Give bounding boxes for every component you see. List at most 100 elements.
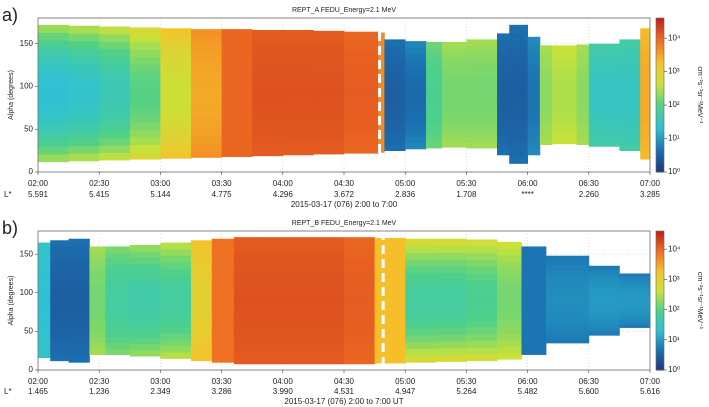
flux-cell (497, 307, 522, 314)
colorbar-slice (656, 351, 664, 355)
flux-cell (539, 111, 553, 118)
flux-cell (89, 288, 106, 295)
colorbar-slice (656, 302, 664, 306)
colorbar-slice (656, 247, 664, 251)
flux-cell (384, 88, 406, 96)
colorbar-tick-label: 10² (668, 305, 680, 314)
flux-cell (105, 270, 131, 277)
flux-cell (405, 130, 427, 138)
flux-cell (252, 120, 284, 129)
flux-cell (99, 152, 131, 161)
flux-cell (588, 327, 620, 332)
flux-cell (466, 129, 498, 137)
flux-cell (426, 112, 443, 119)
flux-cell (129, 269, 161, 277)
lstar-label: 2.836 (395, 190, 416, 199)
flux-cell (521, 264, 547, 271)
flux-cell (441, 82, 467, 90)
flux-cell (89, 276, 106, 283)
flux-cell (466, 69, 498, 77)
flux-cell (105, 294, 131, 301)
flux-cell (105, 330, 131, 337)
flux-cell (552, 89, 577, 95)
flux-cell (588, 288, 620, 294)
flux-cell (129, 56, 161, 65)
flux-cell (211, 252, 235, 260)
flux-cell (588, 83, 620, 90)
colorbar-slice (656, 66, 664, 70)
colorbar-slice (656, 107, 664, 111)
flux-cell (129, 49, 161, 58)
flux-cell (211, 300, 235, 308)
flux-cell (466, 313, 498, 321)
flux-cell (313, 293, 345, 301)
flux-cell (344, 72, 379, 80)
flux-cell (545, 255, 590, 261)
flux-cell (191, 128, 222, 137)
colorbar-slice (656, 258, 664, 262)
flux-cell (38, 306, 51, 314)
flux-cell (527, 49, 541, 57)
colorbar-slice (656, 339, 664, 343)
flux-cell (38, 85, 69, 94)
flux-cell (497, 87, 510, 95)
flux-cell (68, 300, 90, 308)
flux-cell (105, 324, 131, 331)
flux-cell (191, 320, 213, 328)
flux-cell (313, 286, 345, 294)
colorbar-slice (656, 164, 664, 168)
flux-cell (68, 70, 100, 79)
flux-cell (466, 135, 498, 143)
flux-cell (426, 100, 443, 108)
flux-cell (129, 275, 161, 283)
colorbar-slice (656, 242, 664, 246)
colorbar-slice (656, 346, 664, 350)
flux-cell (378, 139, 385, 147)
colorbar-slice (656, 138, 664, 142)
flux-cell (129, 144, 161, 153)
flux-cell (50, 307, 69, 315)
colorbar-slice (656, 41, 664, 45)
flux-cell (160, 42, 192, 51)
flux-cell (38, 93, 69, 102)
flux-cell (38, 24, 69, 33)
flux-cell (191, 86, 222, 94)
flux-cell (619, 300, 651, 304)
flux-cell (160, 151, 192, 159)
flux-cell (233, 265, 259, 273)
colorbar-slice (656, 159, 664, 163)
colorbar-slice (656, 169, 664, 173)
flux-cell (405, 307, 437, 315)
flux-cell (160, 35, 192, 44)
flux-cell (282, 244, 314, 252)
colorbar-slice (656, 18, 664, 22)
flux-cell (38, 255, 51, 263)
flux-cell (619, 288, 651, 292)
flux-cell (545, 289, 590, 295)
colorbar-slice (656, 146, 664, 150)
flux-cell (50, 354, 69, 362)
flux-cell (344, 251, 375, 259)
colorbar-slice (656, 56, 664, 60)
flux-cell (344, 105, 379, 114)
flux-cell (466, 286, 498, 294)
panel-label: b) (2, 218, 18, 238)
flux-cell (344, 328, 375, 337)
flux-cell (466, 300, 498, 308)
flux-cell (282, 57, 314, 66)
flux-cell (313, 65, 345, 73)
flux-cell (539, 67, 553, 74)
flux-cell (344, 51, 379, 60)
flux-cell (160, 78, 192, 87)
flux-cell (405, 118, 427, 126)
flux-cell (233, 279, 259, 287)
flux-cell (384, 113, 406, 121)
flux-cell (576, 77, 590, 84)
colorbar-slice (656, 312, 664, 315)
colorbar-slice (656, 118, 664, 122)
flux-cell (68, 138, 100, 147)
flux-cell (405, 300, 437, 308)
flux-cell (552, 94, 577, 101)
flux-cell (545, 328, 590, 334)
flux-cell (160, 114, 192, 123)
